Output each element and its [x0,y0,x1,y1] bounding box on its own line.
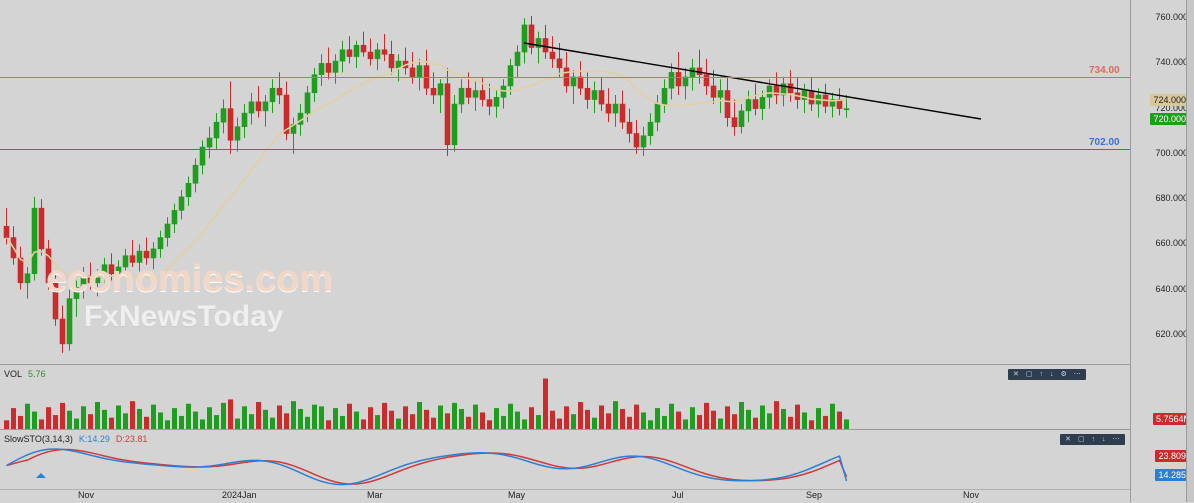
arrow-up-icon[interactable]: ↑ [1039,371,1044,378]
stochastic-d-tag: 23.8095 [1155,450,1194,462]
price-tick: 660.0000 [1155,238,1193,249]
stochastic-d-label: D:23.81 [115,434,148,444]
hline-734.00[interactable] [0,76,1130,78]
price-tick: 720.0000 [1155,102,1193,113]
volume-bars [4,378,849,429]
price-scale[interactable]: 760.0000 740.0000 720.0000 700.0000 680.0000… [1130,0,1194,502]
price-pane[interactable]: economies.com FxNewsToday [0,0,1130,362]
last-price-tag: 720.0000 [1150,112,1194,125]
time-tick: Nov [78,490,95,500]
x-icon[interactable]: ✕ [1013,371,1019,378]
x-icon[interactable]: ✕ [1065,436,1071,443]
volume-value: 5.76 [28,369,46,379]
square-icon[interactable]: ▢ [1025,371,1033,378]
price-tick: 700.0000 [1155,147,1193,158]
price-tick: 620.0000 [1155,328,1193,339]
dots-icon[interactable]: ⋯ [1112,436,1120,443]
volume-header: VOL 5.76 [4,369,46,379]
time-tick: Mar [367,490,383,500]
price-candles [3,15,982,353]
arrow-up-icon[interactable]: ↑ [1091,436,1096,443]
price-tick: 640.0000 [1155,283,1193,294]
gear-icon[interactable]: ⚙ [1060,371,1067,378]
stochastic-label: SlowSTO(3,14,3) [4,434,73,444]
time-tick: May [508,490,526,500]
stochastic-lines [6,448,848,486]
volume-last-tag: 5.7564M [1152,413,1194,425]
price-tick: 680.0000 [1155,193,1193,204]
stochastic-pane[interactable] [0,429,1130,490]
time-tick: 2024Jan [222,490,257,500]
time-tick: Nov [963,490,980,500]
stochastic-k-tag: 14.2857 [1155,469,1194,481]
hline-702.00[interactable] [0,149,1130,151]
hline-label-702.00: 702.00 [1089,137,1120,149]
time-tick: Jul [672,490,684,500]
volume-pane[interactable] [0,364,1130,429]
arrow-down-icon[interactable]: ↓ [1050,371,1054,378]
hline-label-734.00: 734.00 [1089,64,1120,76]
price-tick: 760.0000 [1155,12,1193,23]
right-edge-strip [1186,0,1194,502]
ma-price-tag: 724.0000 [1150,93,1194,106]
square-icon[interactable]: ▢ [1077,436,1085,443]
time-axis[interactable]: Nov 2024Jan Mar May Jul Sep Nov [0,489,1130,503]
stochastic-k-label: K:14.29 [78,434,110,444]
stochastic-header: SlowSTO(3,14,3) K:14.29 D:23.81 [4,434,147,444]
volume-pane-toolbar[interactable]: ✕ ▢ ↑ ↓ ⚙ ⋯ [1008,369,1086,380]
volume-label: VOL [4,369,23,379]
price-tick: 740.0000 [1155,57,1193,68]
stochastic-pane-toolbar[interactable]: ✕ ▢ ↑ ↓ ⋯ [1060,434,1125,445]
time-tick: Sep [806,490,823,500]
dots-icon[interactable]: ⋯ [1073,371,1081,378]
arrow-down-icon[interactable]: ↓ [1102,436,1106,443]
